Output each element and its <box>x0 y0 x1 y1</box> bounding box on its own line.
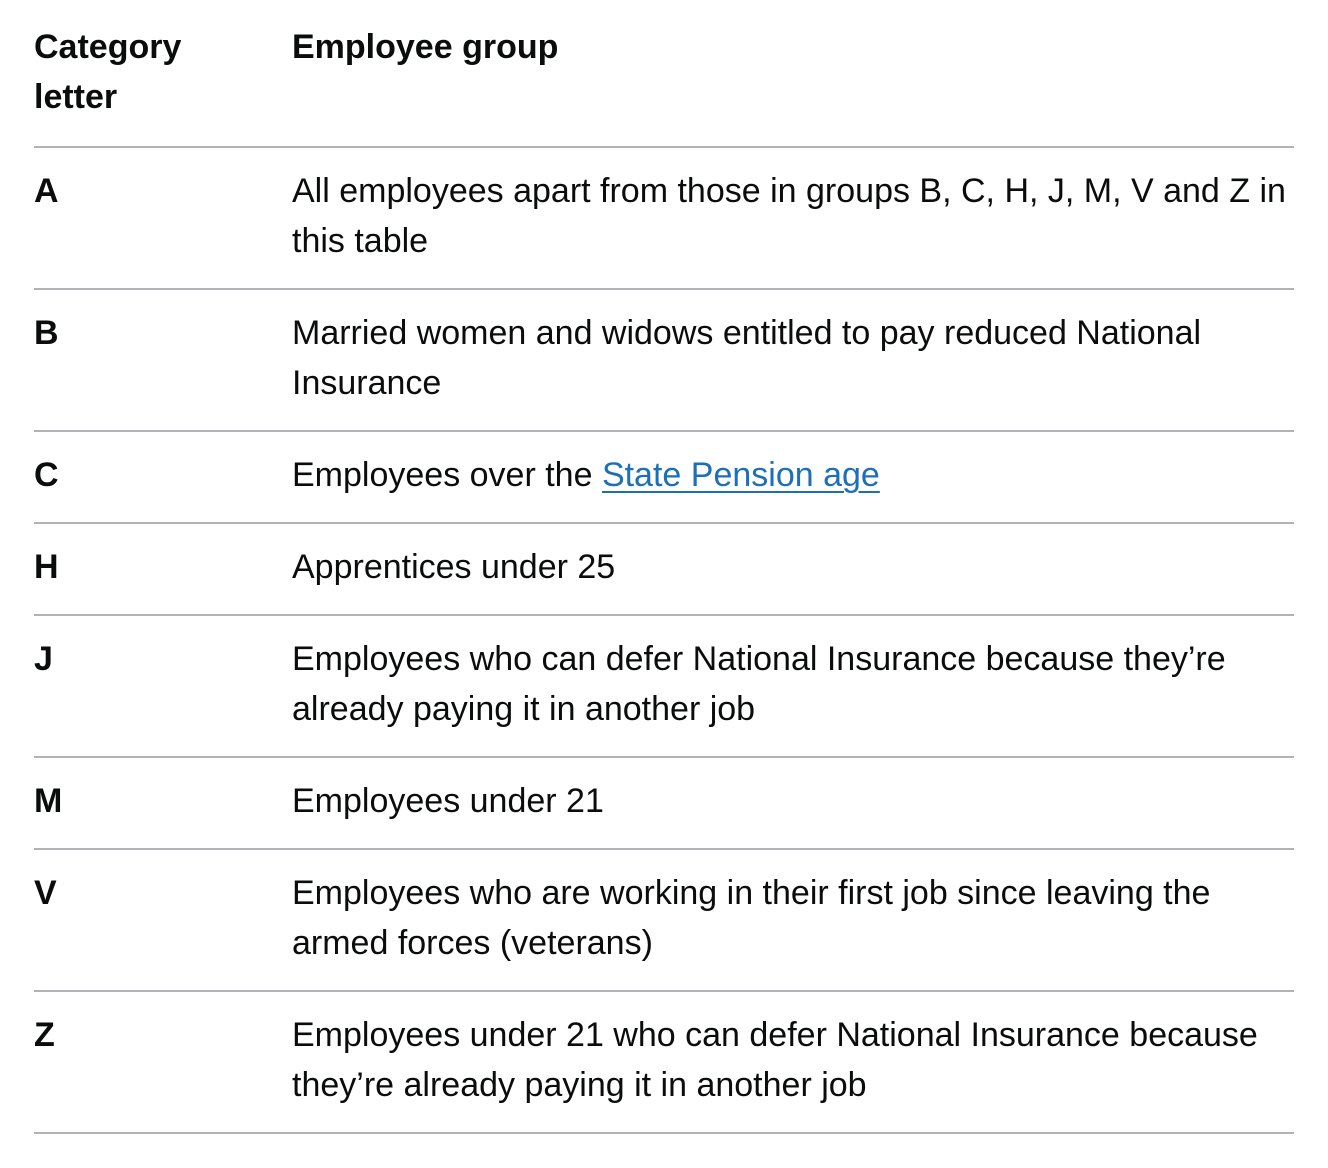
category-letter-cell: V <box>34 849 292 992</box>
table-body: A All employees apart from those in grou… <box>34 147 1294 1134</box>
table-row: V Employees who are working in their fir… <box>34 849 1294 992</box>
column-header-category-letter: Category letter <box>34 0 292 148</box>
employee-group-cell: Employees who can defer National Insuran… <box>292 615 1294 758</box>
employee-group-cell: Employees over the State Pension age <box>292 431 1294 524</box>
state-pension-age-link[interactable]: State Pension age <box>601 456 880 494</box>
category-letter-cell: H <box>34 523 292 616</box>
column-header-employee-group: Employee group <box>292 0 1294 148</box>
table-row: M Employees under 21 <box>34 757 1294 850</box>
table-header-row: Category letter Employee group <box>34 0 1294 148</box>
table-row: C Employees over the State Pension age <box>34 431 1294 524</box>
employee-group-cell: Employees under 21 <box>292 757 1294 850</box>
table-row: H Apprentices under 25 <box>34 523 1294 616</box>
employee-group-cell: Married women and widows entitled to pay… <box>292 289 1294 432</box>
table-row: Z Employees under 21 who can defer Natio… <box>34 991 1294 1134</box>
employee-group-cell: Employees under 21 who can defer Nationa… <box>292 991 1294 1134</box>
employee-group-cell: Apprentices under 25 <box>292 523 1294 616</box>
category-letter-cell: M <box>34 757 292 850</box>
category-letter-cell: A <box>34 147 292 290</box>
category-letter-cell: B <box>34 289 292 432</box>
employee-group-text: Employees over the <box>292 456 602 494</box>
table-header: Category letter Employee group <box>34 0 1294 148</box>
category-letter-cell: J <box>34 615 292 758</box>
employee-group-cell: All employees apart from those in groups… <box>292 147 1294 290</box>
table-row: J Employees who can defer National Insur… <box>34 615 1294 758</box>
table-row: A All employees apart from those in grou… <box>34 147 1294 290</box>
category-letters-table-wrapper: Category letter Employee group A All emp… <box>34 0 1294 1134</box>
table-row: B Married women and widows entitled to p… <box>34 289 1294 432</box>
category-letter-cell: Z <box>34 991 292 1134</box>
category-letters-table: Category letter Employee group A All emp… <box>34 0 1294 1134</box>
category-letter-cell: C <box>34 431 292 524</box>
employee-group-cell: Employees who are working in their first… <box>292 849 1294 992</box>
